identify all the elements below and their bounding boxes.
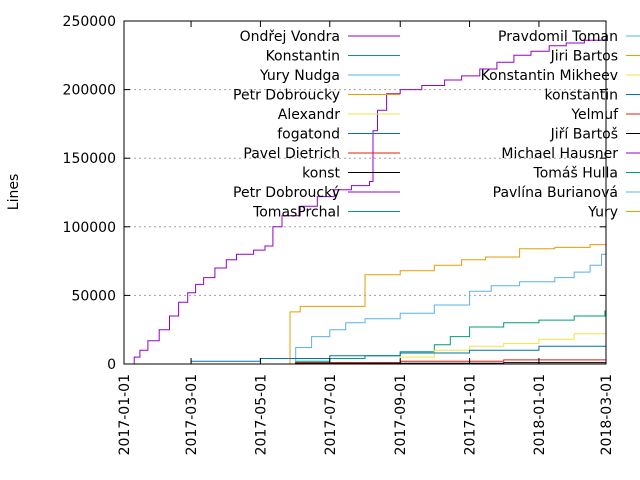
legend-label: TomasPrchal [252, 205, 340, 221]
legend-item: konstantin [544, 88, 640, 104]
legend-item: Konstantin [266, 49, 400, 65]
series-line [365, 322, 607, 365]
legend-item: Konstantin Mikheev [481, 68, 640, 84]
y-tick-label: 50000 [71, 288, 116, 304]
legend-label: Yury Nudga [259, 68, 340, 84]
x-tick-label: 2017-01-01 [117, 374, 133, 455]
x-tick-label: 2018-01-01 [532, 374, 548, 455]
legend-label: Michael Hausner [501, 146, 618, 162]
series-line [128, 38, 606, 365]
legend-item: Yury [587, 205, 640, 221]
x-tick-label: 2017-11-01 [463, 374, 479, 455]
y-tick-label: 150000 [63, 151, 116, 167]
legend-label: Pavlína Burianová [493, 185, 618, 201]
legend-item: Yelmuf [570, 107, 640, 123]
series-line [282, 251, 607, 365]
legend-label: fogatond [277, 127, 340, 143]
legend-item: Pavel Dietrich [243, 146, 400, 162]
legend-item: Ondřej Vondra [240, 29, 400, 45]
legend-label: Petr Dobroucky [233, 88, 340, 104]
plot-frame [123, 20, 607, 365]
legend-label: Alexandr [278, 107, 340, 123]
series-line [287, 243, 607, 365]
legend-label: Tomáš Hulla [533, 166, 618, 182]
legend-item: Pavlína Burianová [493, 185, 640, 201]
legend-label: Yury [587, 205, 618, 221]
legend-item: Michael Hausner [501, 146, 640, 162]
legend-label: Pavel Dietrich [243, 146, 340, 162]
legend-item: konst [302, 166, 400, 182]
legend-item: Petr Dobroucky [233, 88, 400, 104]
legend-item: Jiří Bartoš [550, 127, 640, 143]
series-line [124, 342, 607, 365]
x-tick-label: 2018-03-01 [599, 374, 615, 455]
legend-item: Tomáš Hulla [533, 166, 640, 182]
legend-label: Jiri Bartos [550, 49, 618, 65]
legend-item: Petr Dobroucký [233, 185, 400, 201]
y-tick-label: 0 [107, 357, 116, 373]
legend-label: Jiří Bartoš [550, 127, 618, 143]
legend-item: fogatond [277, 127, 400, 143]
legend-label: Konstantin Mikheev [481, 68, 618, 84]
y-tick-label: 200000 [63, 83, 116, 99]
legend-label: Pravdomil Toman [498, 29, 618, 45]
legend-item: Yury Nudga [259, 68, 400, 84]
series-lines [124, 38, 607, 365]
legend-item: Alexandr [278, 107, 400, 123]
y-axis-label: Lines [6, 174, 22, 210]
legend-label: Yelmuf [570, 107, 619, 123]
x-tick-label: 2017-09-01 [393, 374, 409, 455]
x-tick-label: 2017-03-01 [184, 374, 200, 455]
legend-label: Ondřej Vondra [240, 29, 340, 45]
legend: Ondřej Vondra Konstantin Yury Nudga Petr Do… [233, 29, 640, 221]
x-tick-label: 2017-07-01 [323, 374, 339, 455]
legend-label: konst [302, 166, 340, 182]
x-tick-label: 2017-05-01 [253, 374, 269, 455]
legend-item: TomasPrchal [252, 205, 400, 221]
y-tick-label: 250000 [63, 14, 116, 30]
legend-label: konstantin [544, 88, 618, 104]
y-tick-label: 100000 [63, 220, 116, 236]
legend-label: Konstantin [266, 49, 340, 65]
legend-label: Petr Dobroucký [233, 185, 340, 201]
axis-ticks: 0 50000 100000 150000 200000 250000 2017-01-01… [63, 14, 615, 455]
legend-item: Jiri Bartos [550, 49, 640, 65]
legend-item: Pravdomil Toman [498, 29, 640, 45]
